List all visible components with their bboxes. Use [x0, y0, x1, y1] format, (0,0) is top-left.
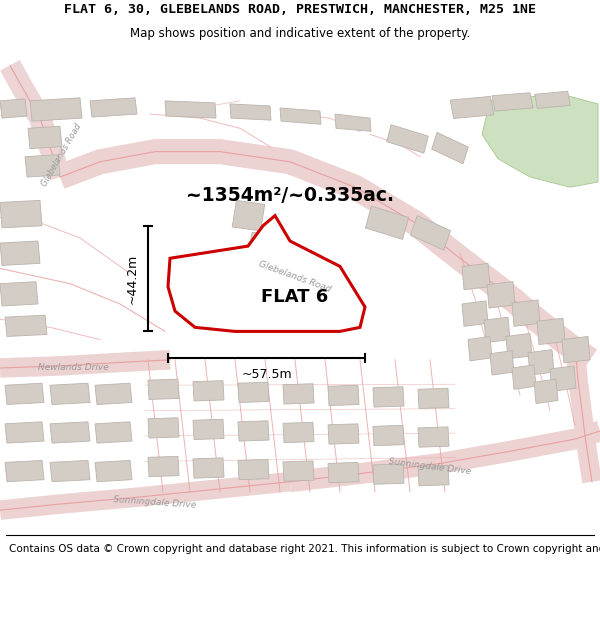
Polygon shape: [462, 301, 488, 326]
Polygon shape: [247, 232, 273, 260]
Polygon shape: [418, 427, 449, 448]
Polygon shape: [0, 201, 42, 228]
Polygon shape: [148, 456, 179, 477]
Polygon shape: [193, 381, 224, 401]
Polygon shape: [50, 383, 90, 404]
Polygon shape: [5, 383, 44, 404]
Polygon shape: [30, 98, 82, 121]
Polygon shape: [50, 422, 90, 443]
Polygon shape: [283, 461, 314, 481]
Polygon shape: [193, 419, 224, 439]
Polygon shape: [280, 108, 321, 124]
Polygon shape: [468, 336, 492, 361]
Polygon shape: [283, 422, 314, 442]
Polygon shape: [535, 91, 570, 109]
Polygon shape: [95, 383, 132, 404]
Polygon shape: [487, 282, 515, 308]
Text: Sunningdale Drive: Sunningdale Drive: [113, 494, 197, 509]
Text: Map shows position and indicative extent of the property.: Map shows position and indicative extent…: [130, 28, 470, 40]
Polygon shape: [95, 461, 132, 482]
Polygon shape: [550, 366, 576, 391]
Polygon shape: [450, 96, 494, 119]
Polygon shape: [165, 101, 216, 118]
Polygon shape: [386, 125, 428, 153]
Polygon shape: [90, 98, 137, 117]
Polygon shape: [328, 424, 359, 444]
Polygon shape: [512, 300, 540, 326]
Polygon shape: [193, 458, 224, 478]
Text: Contains OS data © Crown copyright and database right 2021. This information is : Contains OS data © Crown copyright and d…: [9, 544, 600, 554]
Polygon shape: [148, 379, 179, 399]
Text: FLAT 6: FLAT 6: [262, 288, 329, 306]
Polygon shape: [50, 461, 90, 482]
Polygon shape: [431, 132, 469, 164]
Polygon shape: [328, 385, 359, 406]
Polygon shape: [238, 459, 269, 480]
Polygon shape: [365, 206, 409, 239]
Polygon shape: [418, 466, 449, 486]
Polygon shape: [238, 382, 269, 402]
Polygon shape: [168, 216, 365, 331]
Polygon shape: [238, 421, 269, 441]
Polygon shape: [232, 201, 265, 231]
Polygon shape: [537, 318, 565, 344]
Polygon shape: [562, 336, 590, 363]
Polygon shape: [528, 350, 554, 375]
Text: ~1354m²/~0.335ac.: ~1354m²/~0.335ac.: [186, 186, 394, 205]
Polygon shape: [5, 315, 47, 336]
Polygon shape: [283, 384, 314, 404]
Polygon shape: [418, 388, 449, 409]
Polygon shape: [512, 365, 536, 389]
Text: FLAT 6, 30, GLEBELANDS ROAD, PRESTWICH, MANCHESTER, M25 1NE: FLAT 6, 30, GLEBELANDS ROAD, PRESTWICH, …: [64, 3, 536, 16]
Polygon shape: [490, 351, 514, 375]
Polygon shape: [5, 461, 44, 482]
Polygon shape: [482, 94, 598, 188]
Polygon shape: [373, 387, 404, 407]
Polygon shape: [373, 464, 404, 484]
Polygon shape: [0, 241, 40, 266]
Polygon shape: [492, 92, 533, 111]
Text: Sunningdale Drive: Sunningdale Drive: [388, 457, 472, 476]
Polygon shape: [373, 426, 404, 446]
Text: Newlands Drive: Newlands Drive: [38, 364, 109, 372]
Polygon shape: [462, 263, 490, 290]
Polygon shape: [148, 418, 179, 438]
Polygon shape: [28, 126, 62, 149]
Polygon shape: [328, 462, 359, 482]
Polygon shape: [5, 422, 44, 443]
Text: Glebelands Road: Glebelands Road: [40, 122, 83, 188]
Text: ~57.5m: ~57.5m: [241, 368, 292, 381]
Polygon shape: [534, 379, 558, 404]
Polygon shape: [0, 282, 38, 306]
Polygon shape: [506, 334, 532, 359]
Text: Glebelands Road: Glebelands Road: [257, 259, 332, 294]
Polygon shape: [0, 99, 27, 118]
Polygon shape: [230, 104, 271, 120]
Polygon shape: [410, 216, 451, 250]
Polygon shape: [335, 114, 371, 131]
Polygon shape: [25, 154, 60, 177]
Polygon shape: [484, 317, 510, 342]
Text: ~44.2m: ~44.2m: [125, 254, 139, 304]
Polygon shape: [95, 422, 132, 443]
